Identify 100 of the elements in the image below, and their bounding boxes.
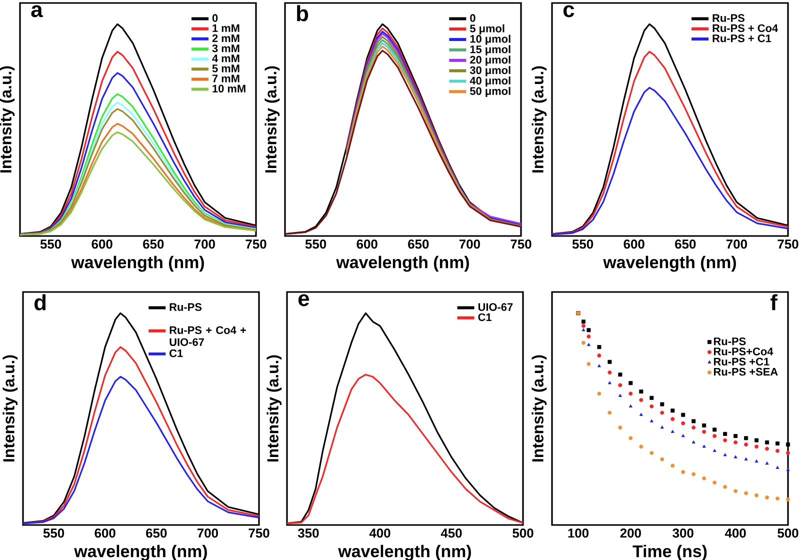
point [702, 430, 706, 434]
point [692, 419, 696, 424]
point [660, 457, 664, 462]
point [786, 442, 790, 446]
point [581, 340, 586, 345]
x-tick-label: 550 [572, 240, 594, 249]
legend-label: Ru-PS [712, 14, 744, 22]
legend-label: C1 [170, 349, 183, 358]
x-tick-label: 550 [40, 240, 62, 249]
y-axis-title: Intensity (a.u.) [2, 355, 18, 462]
x-tick-label: 600 [94, 528, 116, 538]
x-tick-label: 200 [620, 528, 641, 538]
point [608, 381, 612, 384]
legend-label: 7 mM [212, 74, 240, 82]
x-tick-label: 600 [624, 240, 644, 249]
point [650, 419, 654, 422]
y-axis-title: Intensity (a.u.) [532, 355, 547, 462]
point [712, 428, 717, 432]
point [765, 462, 769, 465]
x-tick-label: 450 [440, 528, 462, 538]
chart-title: f [770, 294, 778, 310]
x-tick-label: 500 [512, 528, 534, 538]
x-tick-label: 750 [778, 240, 798, 249]
point [776, 441, 780, 446]
x-tick-label: 350 [298, 528, 319, 538]
x-tick-label: 550 [305, 240, 326, 249]
point [754, 444, 759, 449]
chart-title: b [297, 5, 308, 22]
point [660, 410, 664, 415]
legend-label: 1 mM [212, 24, 240, 32]
point [660, 426, 664, 429]
point [776, 496, 780, 501]
x-tick-label: 650 [146, 528, 167, 538]
legend-label: Ru-PS [170, 303, 202, 311]
legend-label: 15 μmol [470, 45, 510, 56]
point [734, 440, 738, 444]
legend-label: Ru-PS +C1 [714, 358, 770, 366]
legend-label: 5 mM [212, 64, 240, 72]
point [639, 390, 644, 394]
point [608, 360, 612, 364]
x-tick-label: 650 [408, 240, 429, 249]
legend-label: 0 [212, 14, 218, 22]
point [618, 372, 622, 377]
x-tick-label: 750 [246, 240, 266, 249]
legend-label: Ru-PS [714, 337, 746, 346]
x-tick-label: 400 [369, 528, 390, 538]
point [744, 457, 748, 460]
x-tick-label: 700 [197, 528, 218, 538]
x-axis-title: wavelength (nm) [336, 256, 469, 272]
point [628, 436, 633, 440]
y-axis-title: Intensity (a.u.) [264, 66, 280, 172]
point [765, 446, 770, 451]
point [776, 466, 780, 469]
point [597, 392, 602, 396]
point [597, 345, 602, 350]
x-axis-title: wavelength (nm) [603, 256, 736, 272]
point [712, 448, 716, 452]
point [650, 450, 654, 455]
point [618, 426, 622, 430]
point [723, 432, 728, 436]
x-tick-label: 600 [356, 240, 378, 249]
x-tick-label: 700 [726, 240, 747, 249]
point [581, 320, 586, 324]
x-tick-label: 500 [778, 528, 798, 538]
legend-label: 50 μmol [470, 86, 510, 98]
point [754, 438, 759, 442]
point [744, 491, 748, 496]
point [628, 404, 632, 408]
point [670, 464, 675, 468]
legend-label: 5 μmol [470, 24, 504, 34]
legend-label: Ru-PS + Co4 [712, 24, 778, 32]
point [581, 324, 586, 328]
point [692, 440, 696, 444]
point [628, 381, 633, 386]
chart-title: d [34, 294, 46, 310]
legend-label: 30 μmol [470, 66, 510, 76]
point [608, 410, 612, 415]
legend-label: Ru-PS+Co4 [714, 348, 774, 356]
point [618, 394, 622, 397]
point [639, 398, 644, 402]
x-tick-label: 300 [672, 528, 694, 538]
y-axis-title: Intensity (a.u.) [0, 66, 15, 172]
legend-label: 10 mM [212, 84, 246, 92]
x-tick-label: 750 [248, 528, 270, 538]
point [702, 444, 706, 448]
point [628, 392, 633, 396]
point [786, 498, 790, 502]
y-axis-title: Intensity (a.u.) [532, 66, 547, 172]
legend-label: 3 mM [212, 44, 240, 52]
point [586, 362, 591, 366]
point [723, 484, 728, 489]
point [586, 342, 590, 346]
point [650, 396, 654, 400]
legend-label: C1 [478, 313, 492, 322]
point [670, 408, 675, 413]
point [586, 334, 591, 338]
x-tick-label: 700 [194, 240, 215, 249]
point [702, 423, 706, 428]
legend-label: Ru-PS + Co4 + UIO-67 [170, 326, 246, 346]
legend-label: Ru-PS +SEA [714, 368, 778, 376]
